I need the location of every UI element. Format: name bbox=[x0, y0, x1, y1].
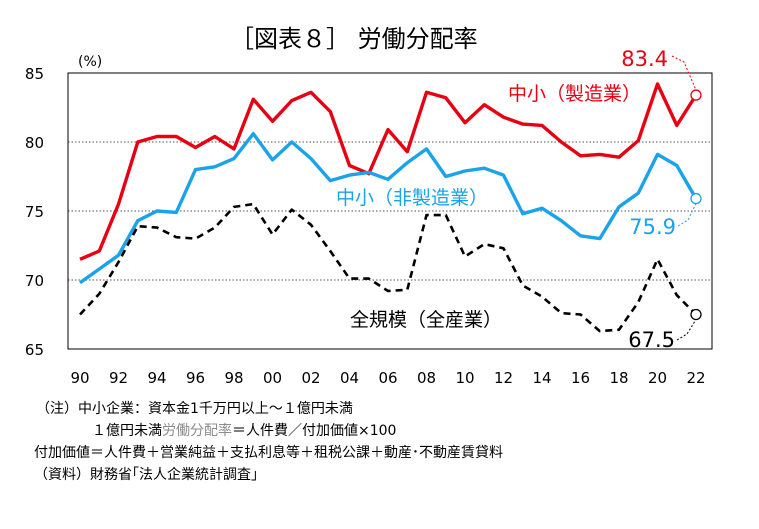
x-tick-label: 96 bbox=[186, 369, 205, 387]
end-label-leader bbox=[677, 203, 697, 227]
y-tick-label: 75 bbox=[25, 203, 44, 221]
series-name-label: 全規模（全産業） bbox=[350, 309, 502, 331]
end-point-marker-2 bbox=[690, 308, 702, 321]
x-tick-label: 90 bbox=[70, 369, 89, 387]
x-tick-label: 00 bbox=[263, 369, 282, 387]
end-label-leader bbox=[676, 319, 697, 341]
end-value-label: 83.4 bbox=[621, 47, 668, 71]
y-tick-label: 70 bbox=[25, 272, 44, 290]
series-name-label: 中小（製造業） bbox=[508, 83, 641, 105]
chart-title: ［図表８］ 労働分配率 bbox=[230, 25, 478, 53]
end-point-marker-0 bbox=[690, 89, 702, 101]
note-line-4: （資料）財務省｢法人企業統計調査｣ bbox=[34, 467, 258, 483]
note-line-3: 付加価値＝人件費＋営業純益＋支払利息等＋租税公課＋動産･不動産賃貸料 bbox=[34, 445, 503, 461]
series-line-1 bbox=[79, 131, 698, 285]
chart-notes: （注）中小企業：資本金1千万円以上～１億円未満 １億円未満労働分配率＝人件費／付… bbox=[0, 398, 759, 486]
x-tick-label: 20 bbox=[648, 369, 667, 387]
y-tick-label: 80 bbox=[25, 134, 44, 152]
x-tick-label: 06 bbox=[378, 369, 397, 387]
note-line-2-suffix: ＝人件費／付加価値×100 bbox=[232, 423, 397, 439]
x-tick-label: 94 bbox=[147, 369, 166, 387]
x-tick-label: 14 bbox=[532, 369, 551, 387]
x-tick-label: 04 bbox=[340, 369, 359, 387]
x-tick-label: 12 bbox=[494, 369, 513, 387]
note-line-1: （注）中小企業：資本金1千万円以上～１億円未満 bbox=[36, 401, 353, 417]
x-tick-label: 02 bbox=[301, 369, 320, 387]
note-line-2: １億円未満労働分配率＝人件費／付加価値×100 bbox=[0, 420, 759, 442]
end-value-label: 75.9 bbox=[629, 215, 676, 239]
end-value-label: 67.5 bbox=[628, 328, 675, 352]
x-tick-label: 16 bbox=[571, 369, 590, 387]
plot-frame bbox=[67, 72, 713, 350]
x-tick-label: 98 bbox=[224, 369, 243, 387]
x-tick-label: 18 bbox=[609, 369, 628, 387]
x-tick-label: 08 bbox=[417, 369, 436, 387]
y-axis-unit: (%) bbox=[78, 54, 102, 70]
end-label-leader bbox=[671, 55, 697, 91]
series-line-0 bbox=[79, 82, 698, 261]
x-tick-label: 92 bbox=[109, 369, 128, 387]
note-line-2-term: 労働分配率 bbox=[162, 423, 232, 439]
series-line-2 bbox=[79, 202, 697, 333]
end-point-marker-1 bbox=[690, 192, 702, 205]
y-tick-label: 85 bbox=[25, 65, 44, 83]
x-tick-label: 22 bbox=[686, 369, 705, 387]
y-tick-label: 65 bbox=[25, 341, 44, 359]
x-tick-label: 10 bbox=[455, 369, 474, 387]
series-name-label: 中小（非製造業） bbox=[336, 187, 488, 209]
line-chart: ［図表８］ 労働分配率 (%) 65 70 75 80 85 90 92 94 96 98 00 0… bbox=[25, 25, 713, 387]
note-line-2-prefix: １億円未満 bbox=[92, 423, 162, 439]
